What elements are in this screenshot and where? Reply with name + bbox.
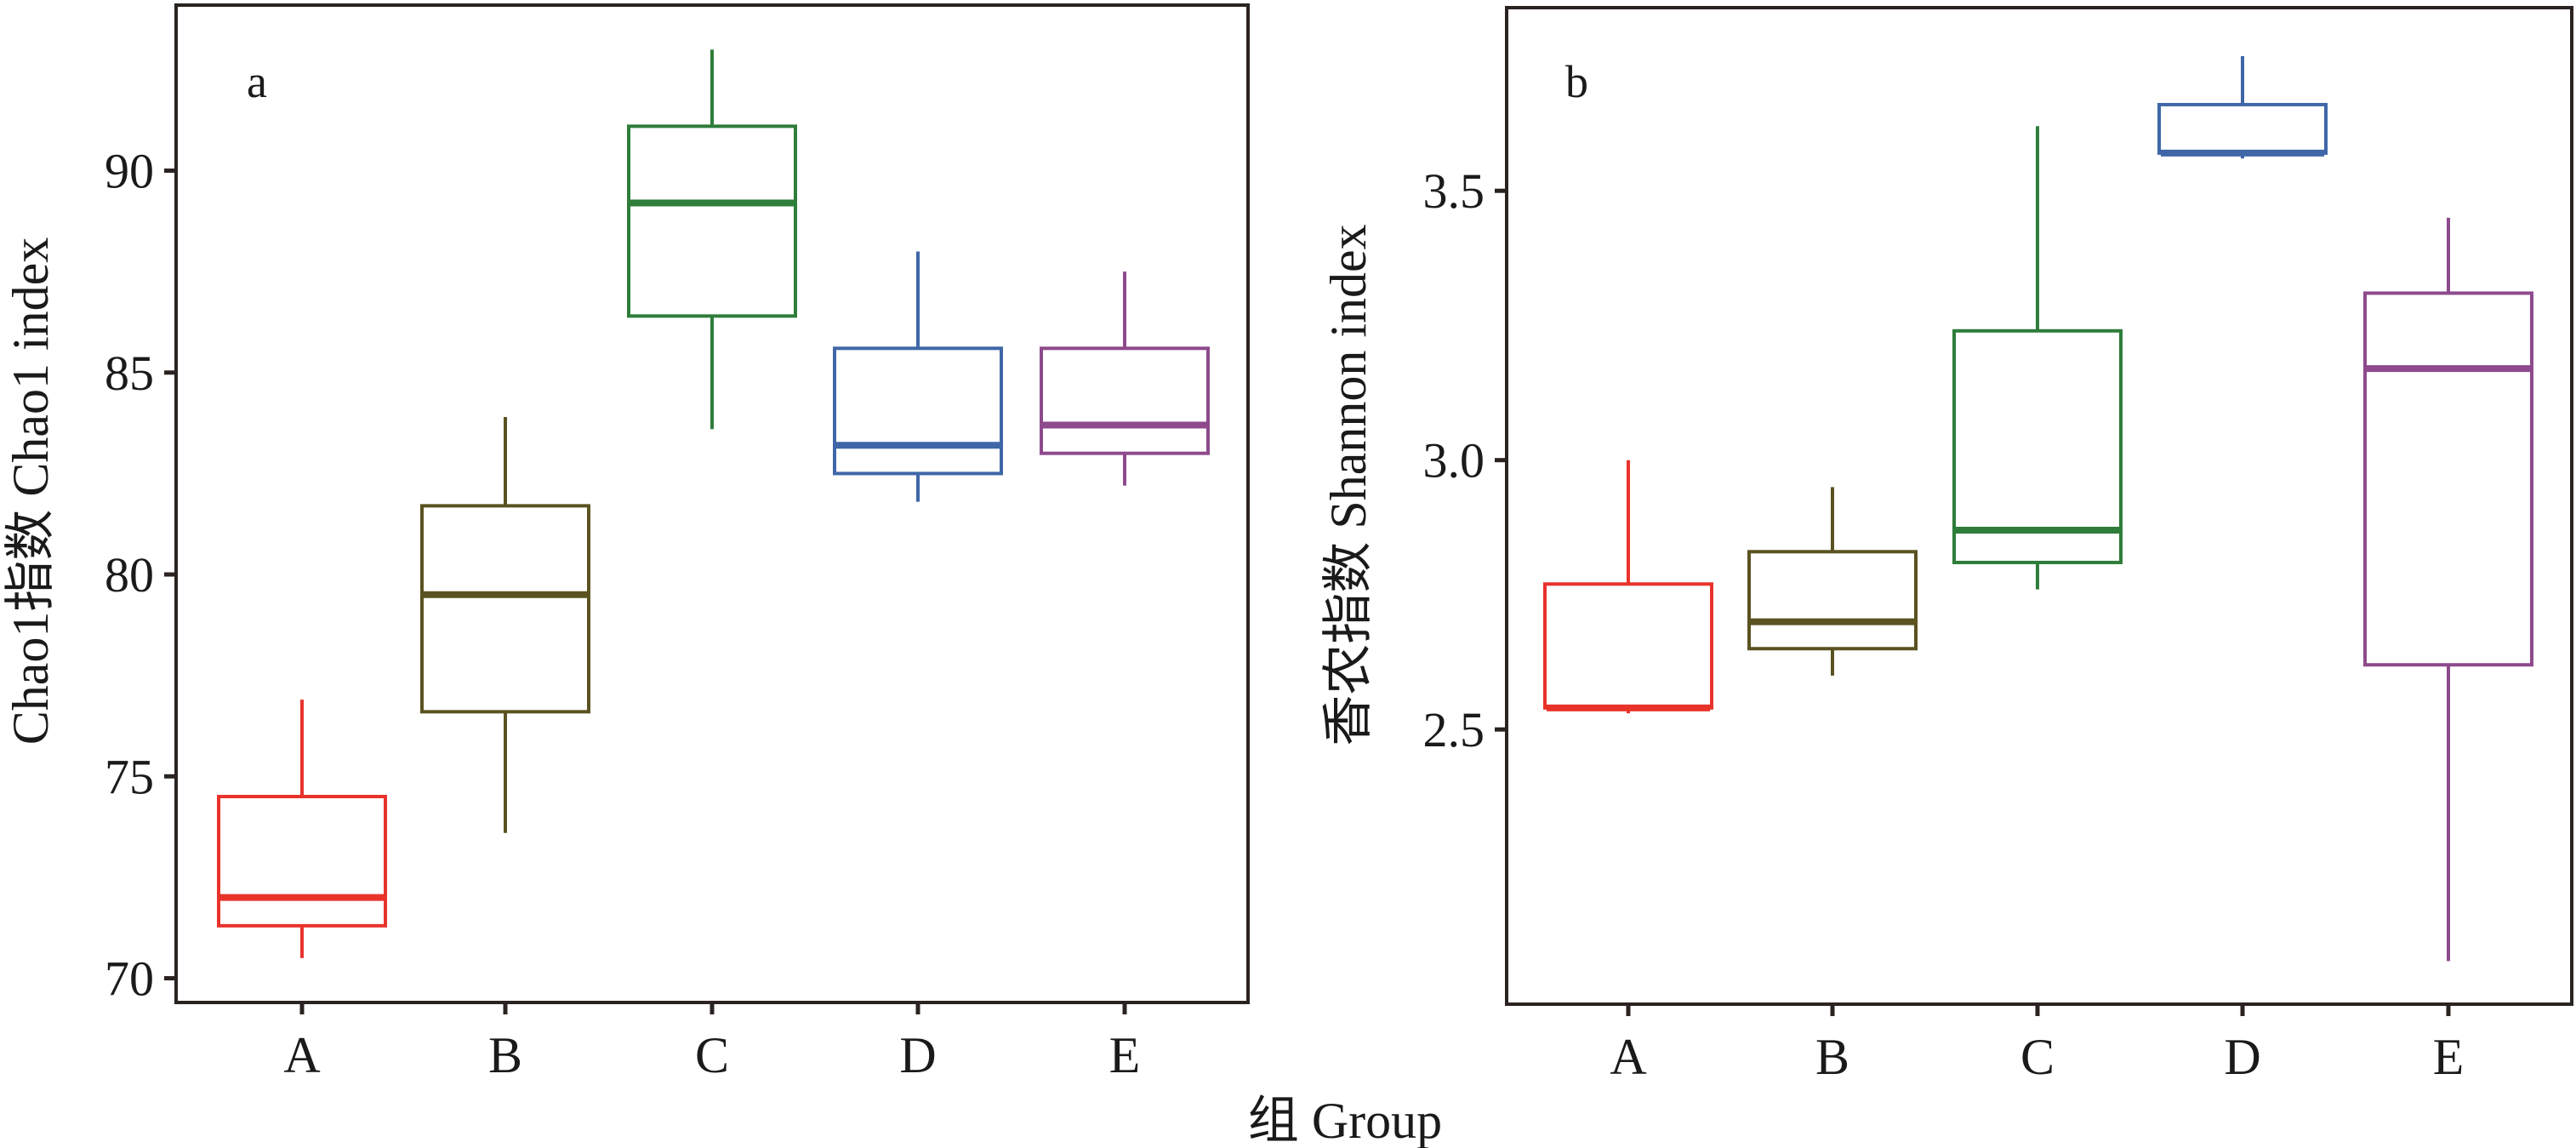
y-tick-label: 3.5 — [1423, 163, 1485, 219]
panel-a-y-axis-title: Chao1指数 Chao1 index — [3, 237, 59, 745]
panel-a-boxes — [217, 49, 1210, 958]
box-group-a — [1543, 460, 1713, 714]
box-group-e — [1040, 271, 1210, 486]
panel-a-y-axis: 70 75 80 85 90 — [105, 144, 176, 1007]
iqr-box — [1952, 328, 2123, 564]
iqr-box — [1747, 550, 1918, 651]
x-tick-label: A — [1610, 1029, 1646, 1085]
panel-b-shannon: 2.5 3.0 3.5 A B C D E b 香农指数 Shannon index — [1320, 6, 2573, 1085]
x-tick-label: B — [1815, 1029, 1849, 1085]
box-group-a — [217, 700, 387, 958]
panel-b-letter: b — [1565, 56, 1588, 107]
iqr-box — [217, 795, 387, 928]
x-tick-label: D — [2224, 1029, 2260, 1085]
box-group-b — [1747, 487, 1918, 676]
panel-a-x-axis: A B C D E — [283, 1002, 1140, 1083]
x-tick-label: E — [1109, 1027, 1141, 1083]
iqr-box — [2363, 291, 2533, 667]
box-group-d — [2157, 55, 2328, 159]
panel-a-chao1: 70 75 80 85 90 A B C D E a Chao1指数 Chao1 index — [3, 3, 1250, 1083]
y-tick-label: 2.5 — [1423, 702, 1485, 757]
y-tick-label: 3.0 — [1423, 433, 1485, 488]
panel-b-y-axis-title: 香农指数 Shannon index — [1320, 224, 1376, 745]
panel-b-x-axis: A B C D E — [1610, 1004, 2464, 1085]
x-tick-label: C — [2020, 1029, 2055, 1085]
x-tick-label: D — [899, 1027, 936, 1083]
box-group-d — [833, 251, 1003, 502]
iqr-box — [833, 346, 1003, 476]
box-group-c — [627, 49, 797, 430]
iqr-box — [1543, 582, 1713, 710]
panel-b-boxes — [1543, 55, 2533, 962]
x-tick-label: C — [695, 1027, 729, 1083]
x-tick-label: B — [488, 1027, 522, 1083]
box-group-b — [420, 416, 590, 833]
iqr-box — [2157, 102, 2328, 155]
y-tick-label: 90 — [105, 144, 154, 199]
y-tick-label: 70 — [105, 951, 154, 1007]
box-group-c — [1952, 126, 2123, 590]
x-tick-label: A — [283, 1027, 320, 1083]
box-group-e — [2363, 217, 2533, 962]
shared-x-axis-title: 组 Group — [1248, 1093, 1442, 1148]
y-tick-label: 80 — [105, 547, 154, 603]
panel-a-letter: a — [247, 56, 267, 107]
x-tick-label: E — [2433, 1029, 2465, 1085]
iqr-box — [420, 504, 590, 714]
iqr-box — [1040, 346, 1210, 455]
y-tick-label: 85 — [105, 346, 154, 401]
iqr-box — [627, 124, 797, 318]
panel-b-y-axis: 2.5 3.0 3.5 — [1423, 163, 1507, 757]
y-tick-label: 75 — [105, 749, 154, 804]
